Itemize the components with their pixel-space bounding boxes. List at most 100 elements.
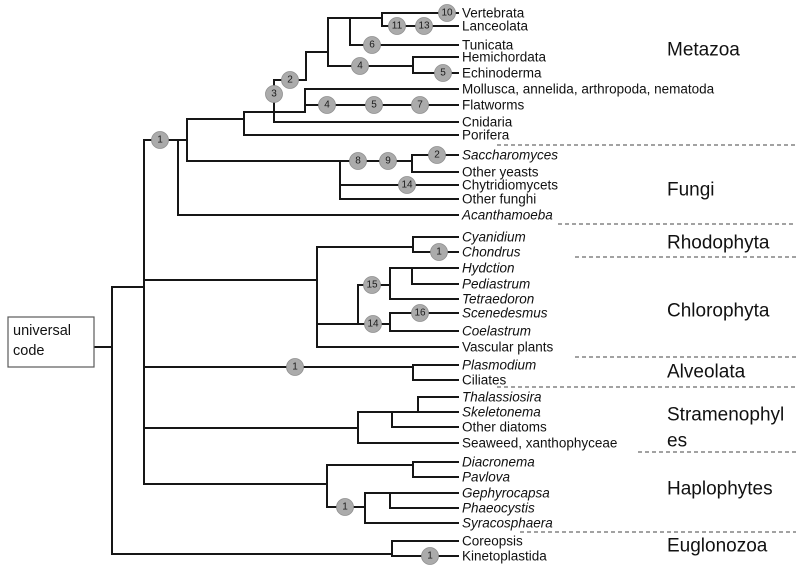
node-badge bbox=[428, 146, 446, 164]
node-badge bbox=[415, 17, 433, 35]
taxon-label: Mollusca, annelida, arthropoda, nematoda bbox=[462, 82, 715, 97]
taxon-label: Vertebrata bbox=[462, 6, 525, 21]
node-badge bbox=[286, 358, 304, 376]
node-badge-number: 5 bbox=[371, 100, 377, 111]
taxon-label: Saccharomyces bbox=[462, 148, 558, 163]
node-badge bbox=[349, 152, 367, 170]
dashed-separators bbox=[497, 144, 796, 533]
node-badge-number: 1 bbox=[342, 502, 348, 513]
node-badge-number: 14 bbox=[367, 319, 379, 330]
taxon-label: Chondrus bbox=[462, 245, 521, 260]
taxon-label: Cnidaria bbox=[462, 115, 513, 130]
taxon-label: Gephyrocapsa bbox=[462, 486, 550, 501]
taxon-label: Hydction bbox=[462, 261, 515, 276]
node-badge-number: 6 bbox=[369, 40, 375, 51]
node-badge bbox=[151, 131, 169, 149]
taxon-label: Kinetoplastida bbox=[462, 549, 547, 564]
node-badge-number: 1 bbox=[157, 135, 163, 146]
taxon-label: Ciliates bbox=[462, 373, 507, 388]
taxon-label: Thalassiosira bbox=[462, 390, 542, 405]
node-badge bbox=[365, 96, 383, 114]
node-badge bbox=[430, 243, 448, 261]
node-badge-number: 4 bbox=[357, 61, 363, 72]
taxon-label: Plasmodium bbox=[462, 358, 536, 373]
node-badge-number: 1 bbox=[427, 551, 433, 562]
taxon-label: Flatworms bbox=[462, 98, 525, 113]
group-label: es bbox=[667, 431, 687, 452]
universal-code-text-line: universal bbox=[13, 323, 71, 339]
group-label: Haplophytes bbox=[667, 479, 773, 500]
node-badge-number: 5 bbox=[440, 68, 446, 79]
node-badge-number: 14 bbox=[401, 180, 413, 191]
node-badge-number: 10 bbox=[441, 8, 453, 19]
node-badge bbox=[411, 304, 429, 322]
taxon-label: Tunicata bbox=[462, 38, 514, 53]
group-labels: Metazoa Fungi Rhodophyta Chlorophyta Alveola… bbox=[667, 40, 784, 557]
node-badge-number: 4 bbox=[324, 100, 330, 111]
node-badge bbox=[434, 64, 452, 82]
node-badge bbox=[438, 4, 456, 22]
node-badge-number: 2 bbox=[287, 75, 293, 86]
node-badge bbox=[318, 96, 336, 114]
group-label: Rhodophyta bbox=[667, 233, 770, 254]
taxon-label: Syracosphaera bbox=[462, 516, 553, 531]
node-badge-number: 16 bbox=[414, 308, 426, 319]
node-badge-number: 9 bbox=[385, 156, 391, 167]
node-badge bbox=[265, 85, 283, 103]
node-badge-number: 15 bbox=[366, 280, 378, 291]
node-badge-number: 3 bbox=[271, 89, 277, 100]
taxon-label: Lanceolata bbox=[462, 19, 529, 34]
taxon-label: Tetraedoron bbox=[462, 292, 534, 307]
node-badge-number: 13 bbox=[418, 21, 430, 32]
universal-code-text-line: code bbox=[13, 343, 44, 359]
node-badge bbox=[364, 315, 382, 333]
node-badge bbox=[363, 276, 381, 294]
node-badge bbox=[398, 176, 416, 194]
group-label: Metazoa bbox=[667, 40, 740, 61]
taxon-label: Diacronema bbox=[462, 455, 535, 470]
node-badge bbox=[281, 71, 299, 89]
group-label: Alveolata bbox=[667, 362, 746, 383]
node-badge bbox=[388, 17, 406, 35]
taxon-label: Other diatoms bbox=[462, 420, 547, 435]
taxon-label: Scenedesmus bbox=[462, 306, 548, 321]
taxon-label: Hemichordata bbox=[462, 50, 547, 65]
node-badge-number: 7 bbox=[417, 100, 423, 111]
node-badge bbox=[363, 36, 381, 54]
group-label: Fungi bbox=[667, 180, 715, 201]
taxon-label: Porifera bbox=[462, 128, 510, 143]
node-badge-number: 11 bbox=[392, 21, 403, 32]
taxon-label: Pediastrum bbox=[462, 277, 530, 292]
taxon-label: Phaeocystis bbox=[462, 501, 535, 516]
taxon-label: Vascular plants bbox=[462, 340, 554, 355]
tree-branches bbox=[93, 12, 459, 557]
taxon-label: Skeletonema bbox=[462, 405, 541, 420]
universal-code-box bbox=[7, 316, 95, 368]
taxon-label: Coreopsis bbox=[462, 534, 523, 549]
taxon-label: Chytridiomycets bbox=[462, 178, 558, 193]
group-label: Chlorophyta bbox=[667, 301, 770, 322]
node-badge bbox=[411, 96, 429, 114]
taxon-label: Cyanidium bbox=[462, 230, 526, 245]
taxon-label: Coelastrum bbox=[462, 324, 531, 339]
taxon-label: Seaweed, xanthophyceae bbox=[462, 436, 617, 451]
node-badge-number: 2 bbox=[434, 150, 440, 161]
node-badge bbox=[336, 498, 354, 516]
node-badge bbox=[379, 152, 397, 170]
node-badge-number: 1 bbox=[292, 362, 298, 373]
taxon-label: Acanthamoeba bbox=[461, 208, 553, 223]
group-label: Stramenophyl bbox=[667, 405, 784, 426]
node-badge-number: 8 bbox=[355, 156, 361, 167]
node-badge bbox=[351, 57, 369, 75]
taxon-label: Echinoderma bbox=[462, 66, 542, 81]
node-badge-number: 1 bbox=[436, 247, 442, 258]
group-label: Euglonozoa bbox=[667, 536, 768, 557]
universal-code: universal code bbox=[7, 316, 95, 368]
taxon-label: Other funghi bbox=[462, 192, 536, 207]
taxon-label: Other yeasts bbox=[462, 165, 539, 180]
taxon-label: Pavlova bbox=[462, 470, 511, 485]
node-badge bbox=[421, 547, 439, 565]
